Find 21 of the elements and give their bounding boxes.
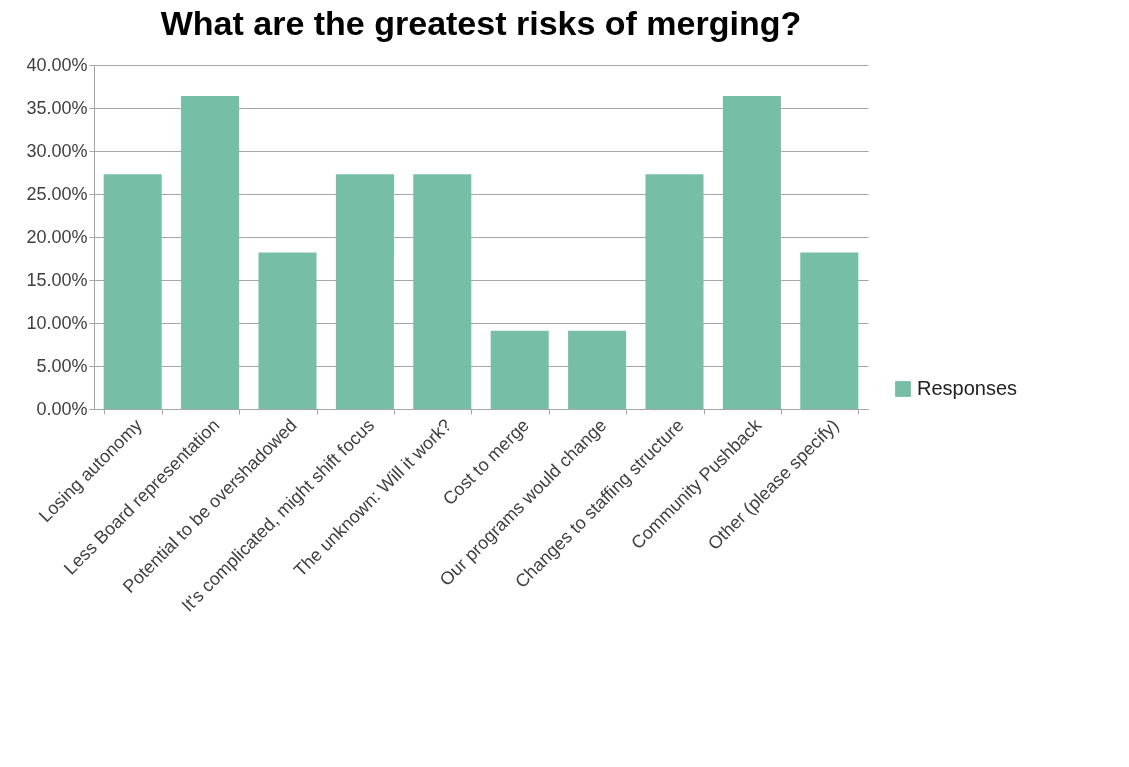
legend-label: Responses (917, 377, 1018, 399)
bar (645, 174, 704, 409)
y-tick-label: 30.00% (26, 140, 88, 161)
bar (568, 330, 627, 409)
y-tick-label: 5.00% (36, 355, 88, 376)
bar (258, 252, 317, 409)
y-tick-label: 25.00% (26, 183, 88, 204)
y-tick-label: 0.00% (36, 398, 88, 419)
chart-title: What are the greatest risks of merging? (160, 4, 802, 42)
y-tick-label: 15.00% (26, 269, 88, 290)
bar (413, 174, 472, 409)
bar (335, 174, 394, 409)
bar (103, 174, 162, 409)
bar (490, 330, 549, 409)
y-tick-label: 35.00% (26, 97, 88, 118)
bar (800, 252, 859, 409)
bar (181, 95, 240, 409)
y-tick-label: 20.00% (26, 226, 88, 247)
bar (722, 95, 781, 409)
y-tick-label: 10.00% (26, 312, 88, 333)
y-tick-label: 40.00% (26, 54, 88, 75)
